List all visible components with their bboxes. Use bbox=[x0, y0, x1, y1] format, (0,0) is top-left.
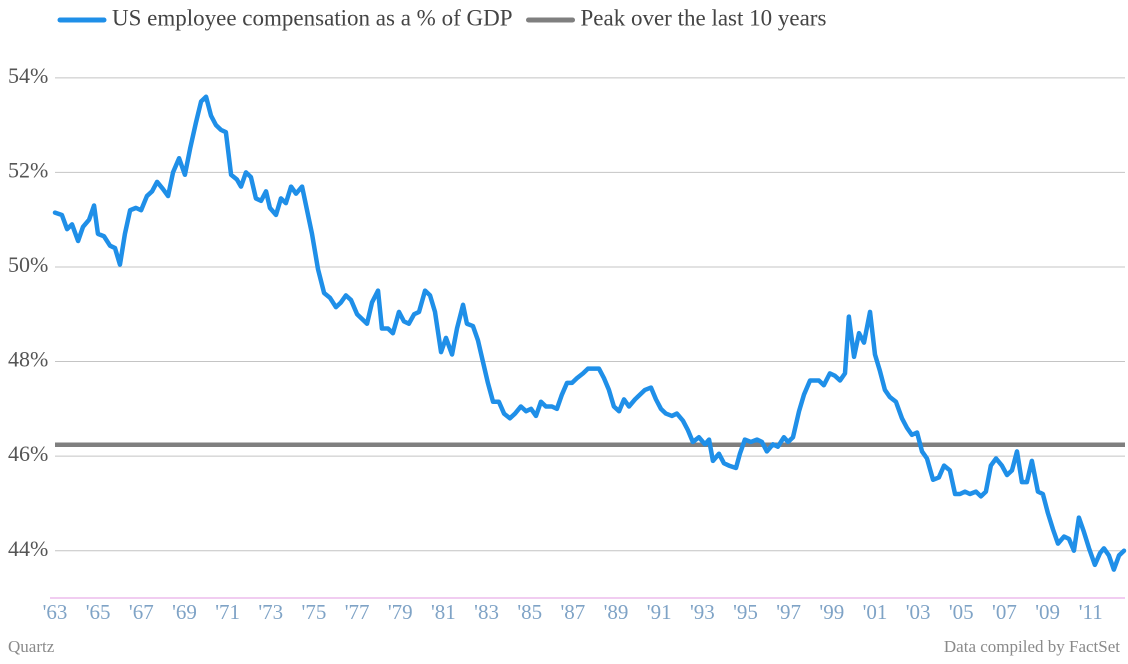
x-tick-label: '03 bbox=[906, 600, 931, 624]
x-tick-label: '11 bbox=[1079, 600, 1103, 624]
x-tick-label: '65 bbox=[86, 600, 111, 624]
x-tick-label: '93 bbox=[690, 600, 715, 624]
x-tick-label: '01 bbox=[863, 600, 888, 624]
x-tick-label: '95 bbox=[733, 600, 758, 624]
x-tick-label: '71 bbox=[215, 600, 240, 624]
legend-label: US employee compensation as a % of GDP bbox=[112, 5, 513, 30]
legend: US employee compensation as a % of GDP Pe… bbox=[57, 5, 827, 30]
y-tick-label: 48% bbox=[8, 347, 48, 372]
x-tick-label: '81 bbox=[431, 600, 456, 624]
y-tick-label: 46% bbox=[8, 441, 48, 466]
x-tick-label: '77 bbox=[345, 600, 370, 624]
y-tick-label: 52% bbox=[8, 157, 48, 182]
y-tick-label: 54% bbox=[8, 63, 48, 88]
x-tick-label: '83 bbox=[474, 600, 499, 624]
x-tick-label: '85 bbox=[517, 600, 542, 624]
x-tick-label: '75 bbox=[302, 600, 327, 624]
x-tick-label: '99 bbox=[819, 600, 844, 624]
legend-label: Peak over the last 10 years bbox=[581, 5, 827, 30]
y-tick-label: 44% bbox=[8, 536, 48, 561]
y-tick-label: 50% bbox=[8, 252, 48, 277]
x-tick-label: '07 bbox=[992, 600, 1017, 624]
x-tick-label: '73 bbox=[258, 600, 283, 624]
credit: Quartz bbox=[8, 637, 55, 656]
x-tick-label: '09 bbox=[1035, 600, 1060, 624]
x-tick-label: '79 bbox=[388, 600, 413, 624]
x-tick-label: '87 bbox=[560, 600, 585, 624]
x-tick-label: '63 bbox=[43, 600, 68, 624]
source-note: Data compiled by FactSet bbox=[944, 637, 1120, 656]
x-tick-label: '97 bbox=[776, 600, 801, 624]
x-tick-label: '91 bbox=[647, 600, 672, 624]
x-tick-label: '67 bbox=[129, 600, 154, 624]
x-tick-label: '69 bbox=[172, 600, 197, 624]
x-tick-label: '89 bbox=[604, 600, 629, 624]
data-line bbox=[52, 94, 1127, 572]
x-tick-label: '05 bbox=[949, 600, 974, 624]
